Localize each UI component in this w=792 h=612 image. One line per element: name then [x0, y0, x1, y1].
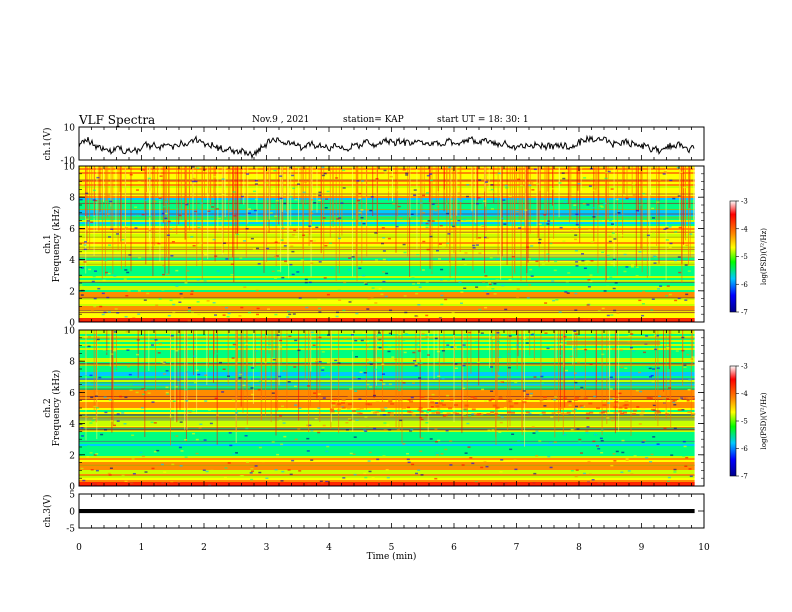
ch1-waveform-line: [78, 134, 695, 160]
ch3-waveform-ylabel: ch.3(V): [42, 495, 53, 528]
ch1-colorbar-tick-label: -5: [741, 253, 748, 261]
ch1-colorbar-tick-label: -4: [741, 225, 748, 233]
x-tick-label: 1: [139, 543, 145, 553]
ch1-spectrogram-tick-label: 8: [69, 194, 75, 204]
x-tick-label: 7: [514, 543, 520, 553]
header-start-time: start UT = 18: 30: 1: [437, 115, 529, 125]
ch3-waveform-tick-label: 5: [69, 491, 75, 501]
ch1-waveform-tick-label: 10: [64, 124, 76, 134]
ch1-colorbar-tick-label: -3: [741, 198, 748, 206]
header-station: station= KAP: [343, 115, 404, 125]
x-tick-label: 6: [451, 543, 457, 553]
x-tick-label: 4: [326, 543, 332, 553]
ch1-colorbar-tick-label: -6: [741, 281, 748, 289]
ch1-spectrogram-channel-label: ch.1: [43, 234, 53, 253]
ch3-waveform-tick-label: 0: [69, 508, 75, 518]
ch2-spectrogram-tick-label: 0: [69, 483, 75, 493]
x-tick-label: 9: [639, 543, 645, 553]
header-date: Nov.9 , 2021: [252, 115, 310, 125]
ch1-waveform-ylabel: ch.1(V): [42, 128, 53, 161]
ch2-spectrogram-tick-label: 4: [69, 420, 75, 430]
x-tick-label: 0: [76, 543, 82, 553]
ch2-colorbar-tick-label: -3: [741, 363, 748, 371]
ch1-spectrogram-tick-label: 6: [69, 225, 75, 235]
ch1-colorbar-tick-label: -7: [741, 309, 748, 317]
ch1-colorbar-label: log(PSD)(V²/Hz): [760, 228, 768, 285]
ch2-colorbar-tick-label: -5: [741, 418, 748, 426]
ch2-colorbar-tick-label: -4: [741, 390, 748, 398]
x-tick-label: 3: [264, 543, 270, 553]
ch2-spectrogram-tick-label: 10: [64, 327, 76, 337]
ch2-spectrogram-channel-label: ch.2: [43, 398, 53, 417]
x-tick-label: 2: [201, 543, 207, 553]
ch3-signal-band: [79, 509, 695, 514]
ch1-spectrogram-tick-label: 2: [69, 287, 75, 297]
x-tick-label: 5: [389, 543, 395, 553]
ch1-waveform-tick-label: -10: [61, 157, 76, 167]
ch1-colorbar: [729, 200, 737, 313]
ch2-spectrogram-tick-label: 2: [69, 451, 75, 461]
ch2-colorbar-label: log(PSD)(V²/Hz): [760, 392, 768, 449]
x-tick-label: 10: [698, 543, 710, 553]
ch2-spectrogram: [79, 330, 696, 486]
ch2-spectrogram-ylabel: Frequency (kHz): [51, 370, 62, 447]
x-tick-label: 8: [576, 543, 582, 553]
ch2-spectrogram-tick-label: 8: [69, 358, 75, 368]
ch1-spectrogram-tick-label: 10: [64, 163, 76, 173]
x-axis-label: Time (min): [367, 551, 417, 562]
ch3-waveform-tick-label: -5: [66, 525, 75, 535]
ch1-spectrogram-ylabel: Frequency (kHz): [51, 206, 62, 283]
ch1-spectrogram: [79, 166, 695, 322]
ch2-colorbar-tick-label: -6: [741, 445, 748, 453]
figure-title: VLF Spectra: [79, 113, 156, 127]
ch1-spectrogram-tick-label: 0: [69, 319, 75, 329]
ch2-colorbar-tick-label: -7: [741, 473, 748, 481]
ch1-spectrogram-tick-label: 4: [69, 256, 75, 266]
ch2-colorbar: [729, 365, 737, 477]
ch2-spectrogram-tick-label: 6: [69, 389, 75, 399]
